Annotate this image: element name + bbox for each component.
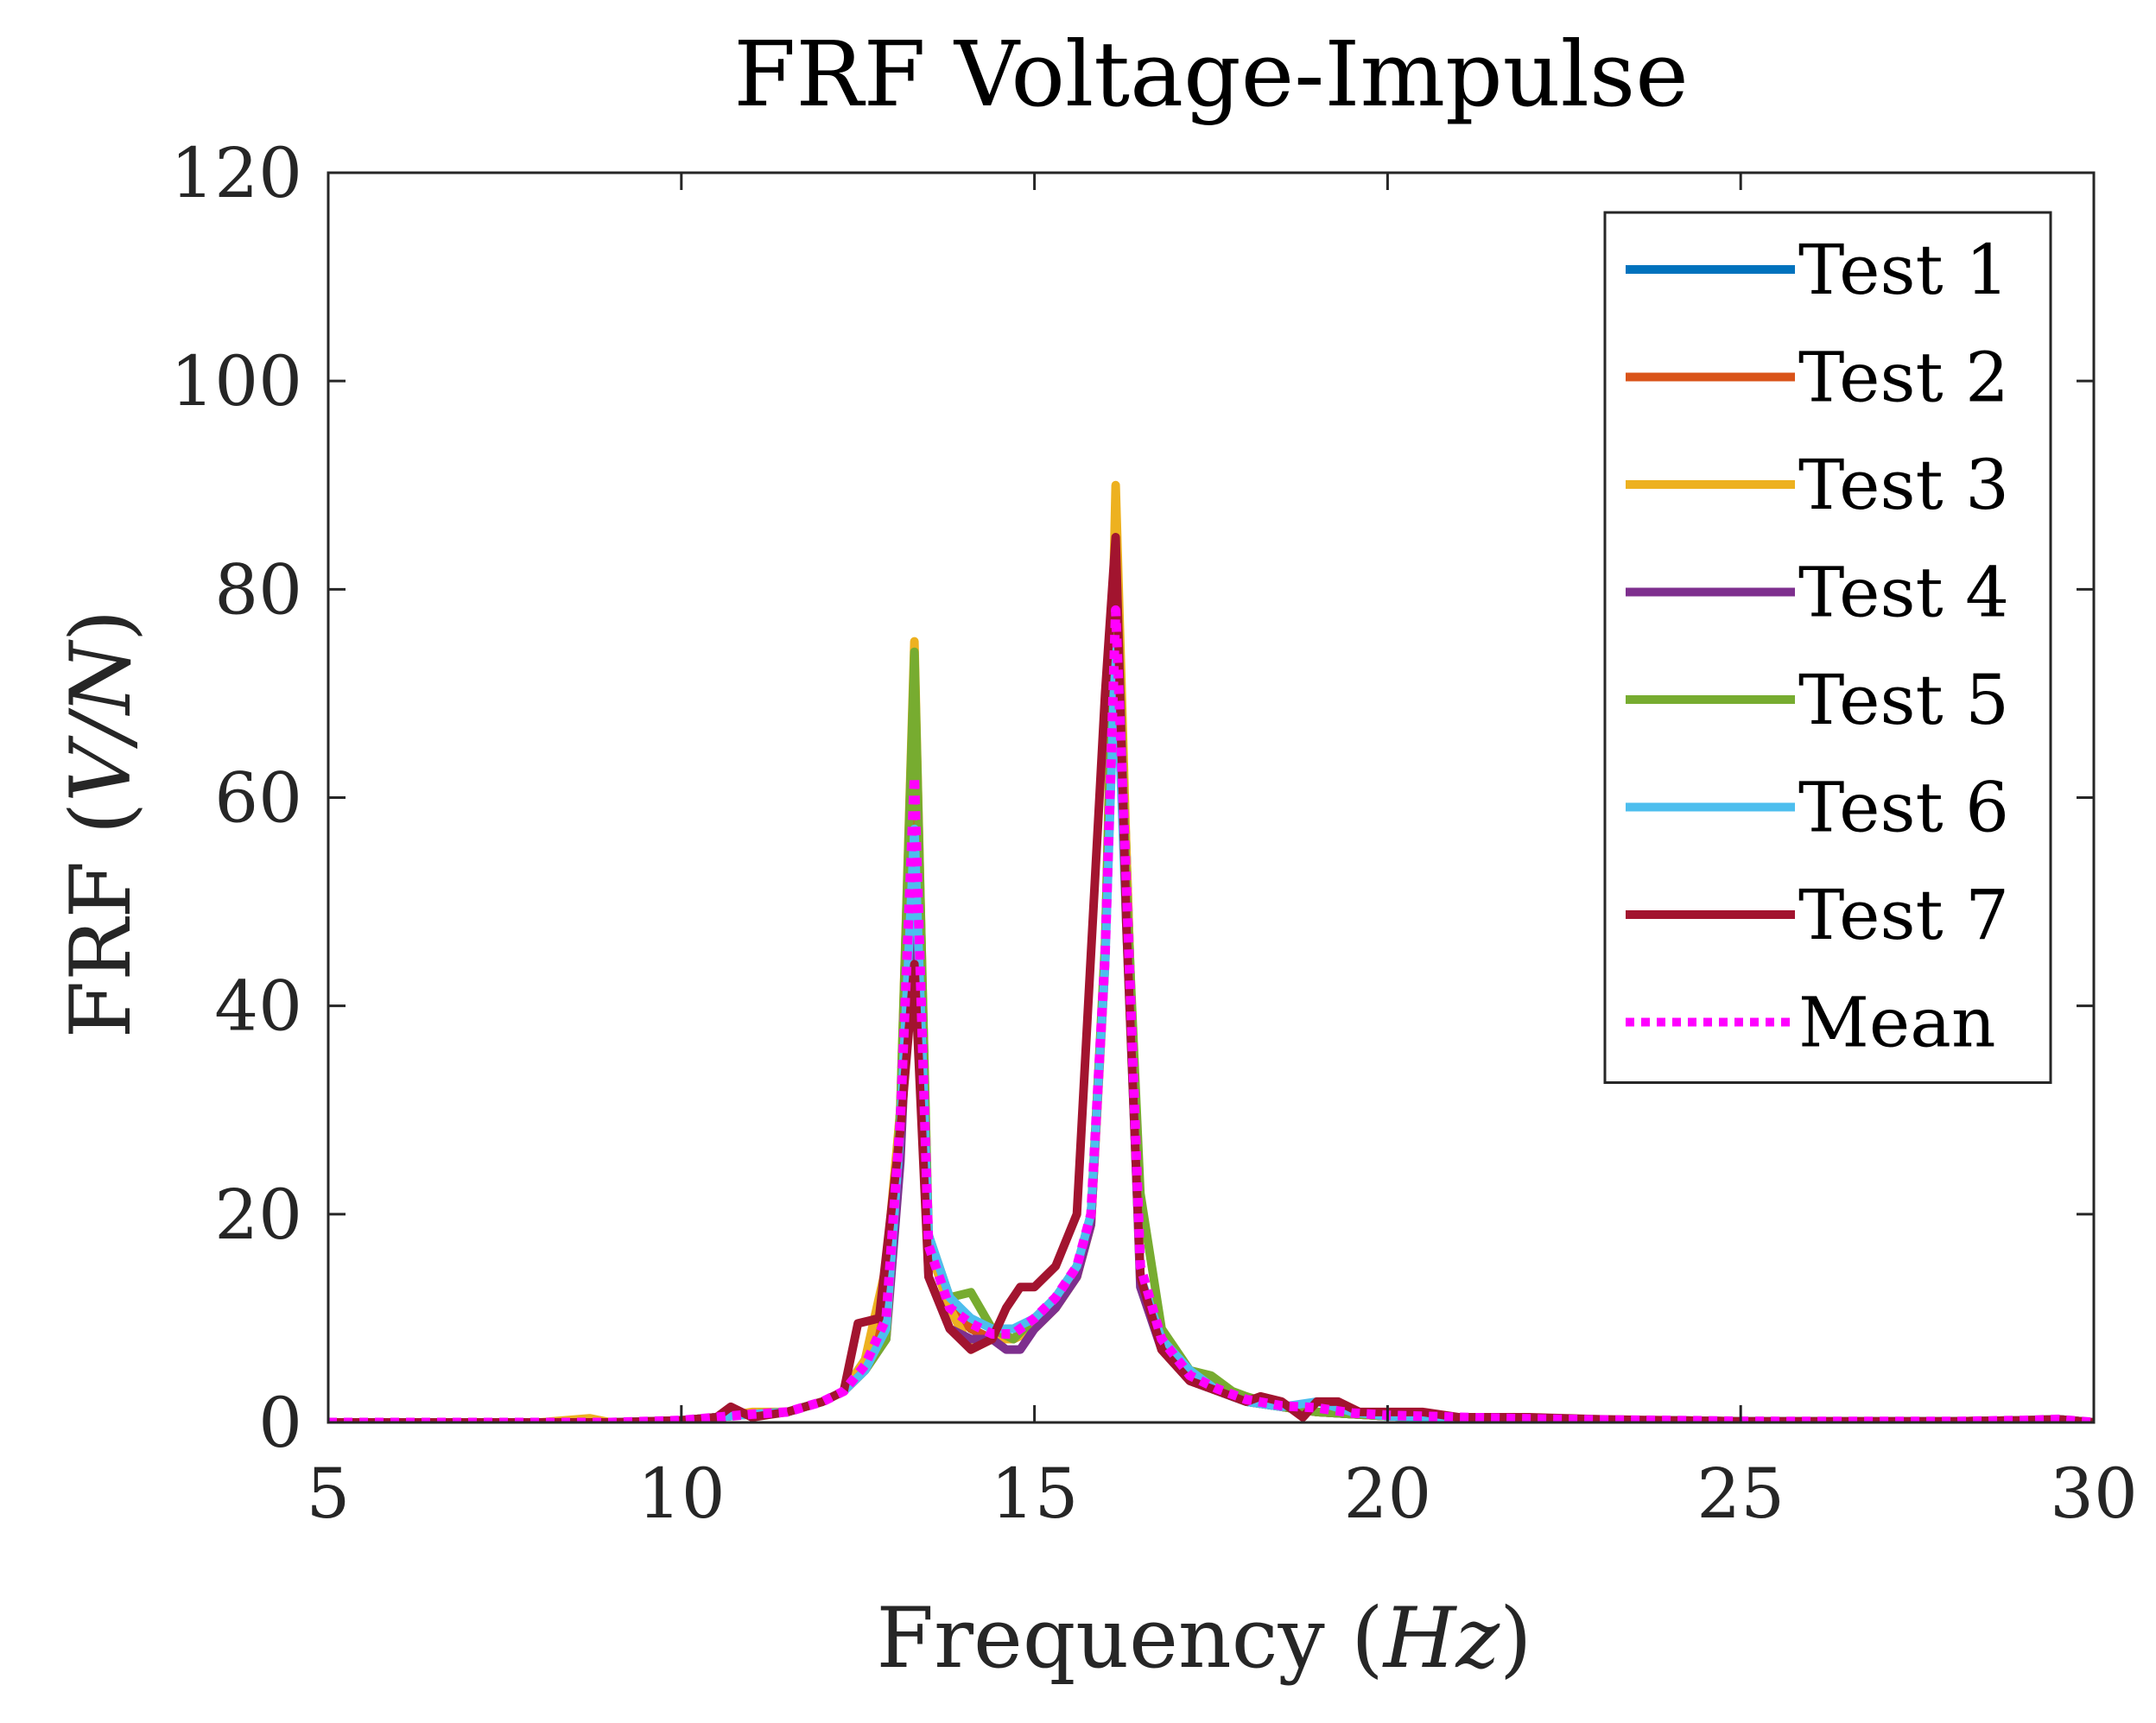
x-tick-label: 20 [1344, 1454, 1432, 1534]
y-tick-label: 100 [170, 341, 302, 421]
legend-box [1603, 211, 2052, 1084]
plot-area [328, 480, 2094, 1422]
y-tick-label: 0 [258, 1383, 302, 1463]
legend-label: Test 1 [1798, 230, 2009, 310]
y-axis-label: FRF (V/N) [53, 610, 149, 1039]
y-tick-label: 20 [214, 1175, 302, 1255]
x-tick-label: 30 [2050, 1454, 2138, 1534]
y-tick-label: 40 [214, 966, 302, 1047]
legend-label: Test 2 [1798, 338, 2009, 418]
legend-label: Mean [1798, 983, 1995, 1063]
series-line-mean [328, 605, 2094, 1422]
y-axis-label-unit: V/N [53, 639, 149, 802]
x-tick-label: 10 [637, 1454, 726, 1534]
y-tick-label: 120 [170, 133, 302, 213]
legend-label: Test 6 [1798, 768, 2009, 848]
y-tick-label: 80 [214, 549, 302, 630]
legend-label: Test 4 [1798, 553, 2009, 633]
legend-label: Test 7 [1798, 875, 2009, 955]
legend-label: Test 5 [1798, 660, 2009, 740]
legend-label: Test 3 [1798, 445, 2009, 525]
axes: 5 10 15 20 25 30 0 20 40 60 80 100 120 [170, 133, 2138, 1534]
series-group [328, 480, 2094, 1422]
x-tick-label: 15 [991, 1454, 1079, 1534]
x-axis-label: Frequency (Hz) [877, 1590, 1532, 1687]
x-tick-label: 25 [1696, 1454, 1785, 1534]
x-axis-label-text: Frequency [877, 1590, 1325, 1687]
y-tick-label: 60 [214, 758, 302, 839]
legend: Test 1 Test 2 Test 3 Test 4 Test 5 Test 6 Test… [1603, 211, 2052, 1084]
x-tick-label: 5 [307, 1454, 351, 1534]
y-axis-label-text: FRF [53, 861, 149, 1039]
chart-title: FRF Voltage-Impulse [733, 22, 1689, 127]
x-axis-label-unit: Hz [1382, 1590, 1501, 1687]
